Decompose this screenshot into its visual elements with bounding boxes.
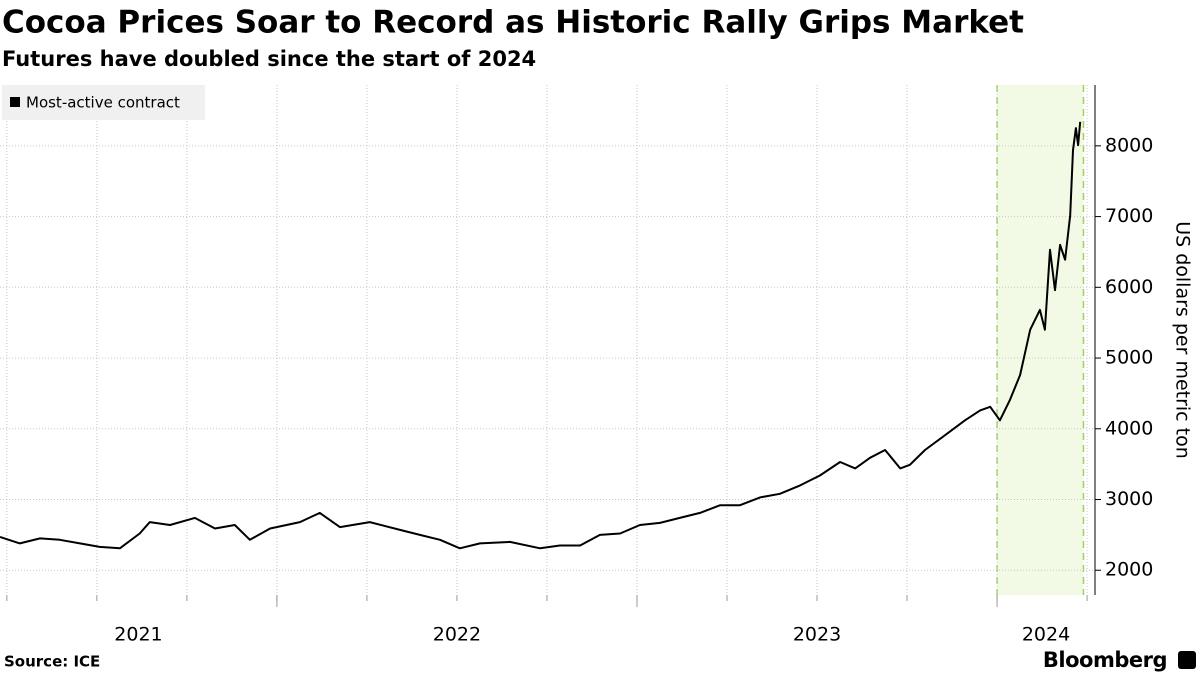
y-tick-label: 7000: [1105, 205, 1153, 227]
brand-icon: [1178, 651, 1196, 669]
legend-label: Most-active contract: [26, 94, 180, 112]
x-tick-label: 2023: [793, 624, 841, 646]
x-tick-label: 2021: [114, 624, 162, 646]
y-tick-label: 4000: [1105, 417, 1153, 439]
y-tick-label: 6000: [1105, 276, 1153, 298]
chart-title: Cocoa Prices Soar to Record as Historic …: [2, 5, 1024, 41]
x-tick-label: 2022: [433, 624, 481, 646]
source: Source: ICE: [4, 653, 100, 671]
y-axis-label: US dollars per metric ton: [1172, 221, 1194, 459]
price-line: [0, 121, 1082, 550]
legend: Most-active contract: [2, 85, 205, 120]
brand: Bloomberg: [1043, 648, 1167, 672]
y-tick-label: 5000: [1105, 347, 1153, 369]
highlight-band: [997, 85, 1084, 595]
y-tick-label: 2000: [1105, 559, 1153, 581]
x-tick-label: 2024: [1022, 624, 1070, 646]
y-tick-label: 3000: [1105, 488, 1153, 510]
legend-box: [2, 85, 205, 120]
chart-subtitle: Futures have doubled since the start of …: [2, 47, 536, 71]
y-tick-label: 8000: [1105, 134, 1153, 156]
legend-swatch: [10, 97, 20, 107]
